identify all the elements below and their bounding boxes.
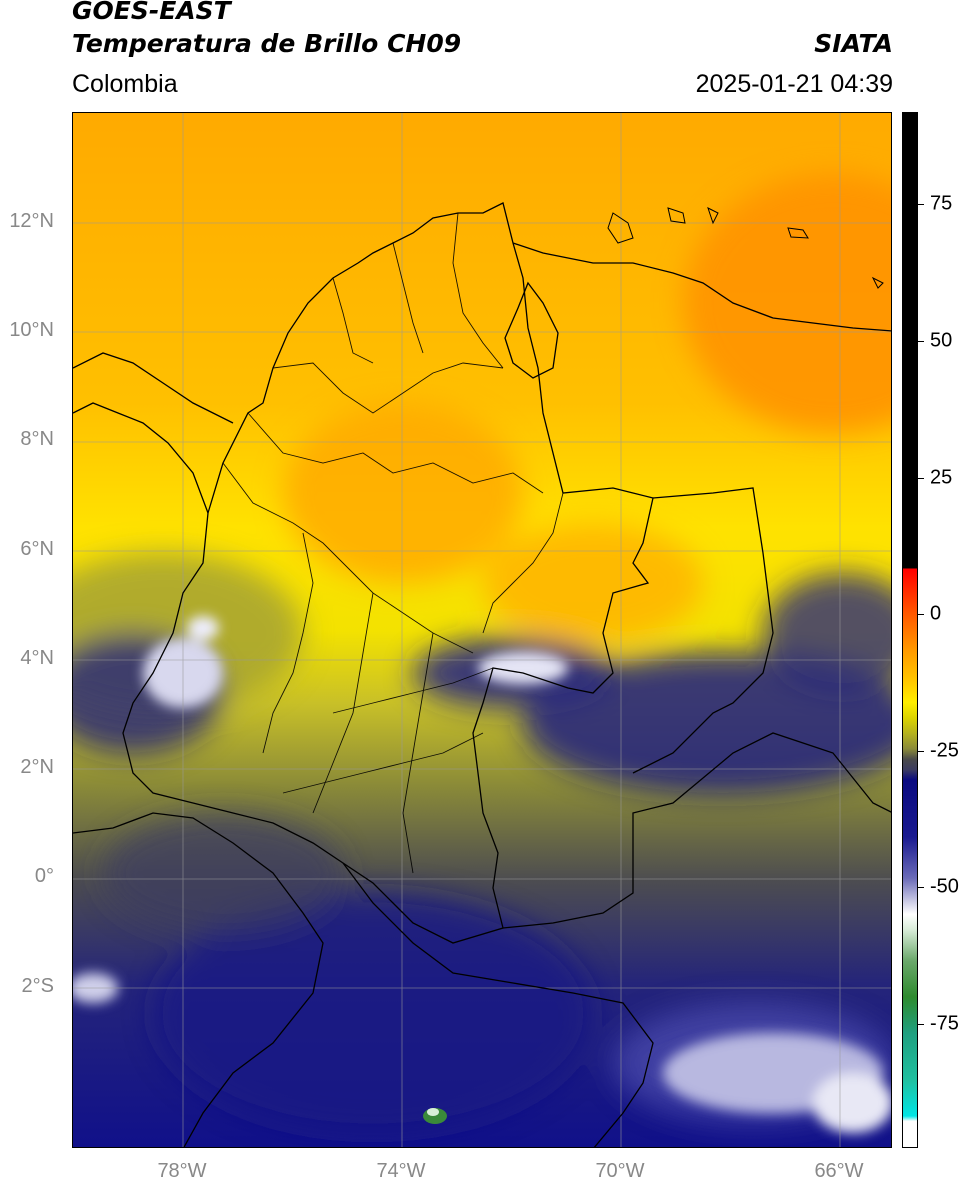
- colorbar: [902, 112, 918, 1148]
- colorbar-label-minus50: -50: [930, 875, 959, 898]
- lat-label-2n: 2°N: [20, 756, 54, 778]
- lat-label-4n: 4°N: [20, 647, 54, 669]
- colorbar-tick-minus25: [918, 751, 924, 752]
- panama-coast: [73, 352, 234, 424]
- colombia-outline: [122, 202, 654, 944]
- lon-label-70w: 70°W: [595, 1160, 645, 1182]
- lon-label-78w: 78°W: [157, 1160, 207, 1182]
- caribbean-islands: [607, 207, 884, 289]
- colorbar-tick-75: [918, 204, 924, 205]
- panama-coast-south: [73, 402, 209, 514]
- venezuela-interior: [632, 487, 774, 774]
- lat-label-8n: 8°N: [20, 428, 54, 450]
- colorbar-label-minus75: -75: [930, 1012, 959, 1035]
- colorbar-tick-minus75: [918, 1024, 924, 1025]
- venezuela-coast: [512, 242, 891, 332]
- brazil-border: [502, 732, 891, 929]
- ecuador-border: [73, 812, 324, 1147]
- colorbar-label-75: 75: [930, 192, 953, 215]
- lon-label-66w: 66°W: [814, 1160, 864, 1182]
- colorbar-label-0: 0: [930, 602, 942, 625]
- region-label: Colombia: [72, 70, 178, 98]
- colorbar-tick-0: [918, 614, 924, 615]
- colorbar-label-minus25: -25: [930, 739, 959, 762]
- country-borders: [73, 202, 891, 1147]
- lat-label-12n: 12°N: [9, 210, 54, 232]
- brand-label: SIATA: [814, 29, 893, 58]
- timestamp-label: 2025-01-21 04:39: [695, 70, 893, 98]
- department-borders: [222, 212, 564, 874]
- temperature-field: [73, 173, 891, 1133]
- colorbar-tick-50: [918, 341, 924, 342]
- satellite-map[interactable]: [72, 112, 892, 1148]
- maracaibo-lake: [504, 281, 559, 379]
- colorbar-tick-25: [918, 478, 924, 479]
- colorbar-label-25: 25: [930, 466, 953, 489]
- peru-border: [342, 862, 654, 1147]
- title-line1: GOES-EAST: [72, 0, 231, 25]
- lat-label-0: 0°: [34, 865, 54, 887]
- lat-label-2s: 2°S: [21, 975, 54, 997]
- lat-label-10n: 10°N: [9, 319, 54, 341]
- graticule: [73, 113, 891, 1147]
- map-canvas: [73, 113, 891, 1147]
- lat-label-6n: 6°N: [20, 538, 54, 560]
- colorbar-label-50: 50: [930, 329, 953, 352]
- title-line2: Temperatura de Brillo CH09: [72, 29, 462, 58]
- lon-label-74w: 74°W: [376, 1160, 426, 1182]
- colorbar-gradient: [903, 113, 917, 1147]
- colorbar-tick-minus50: [918, 887, 924, 888]
